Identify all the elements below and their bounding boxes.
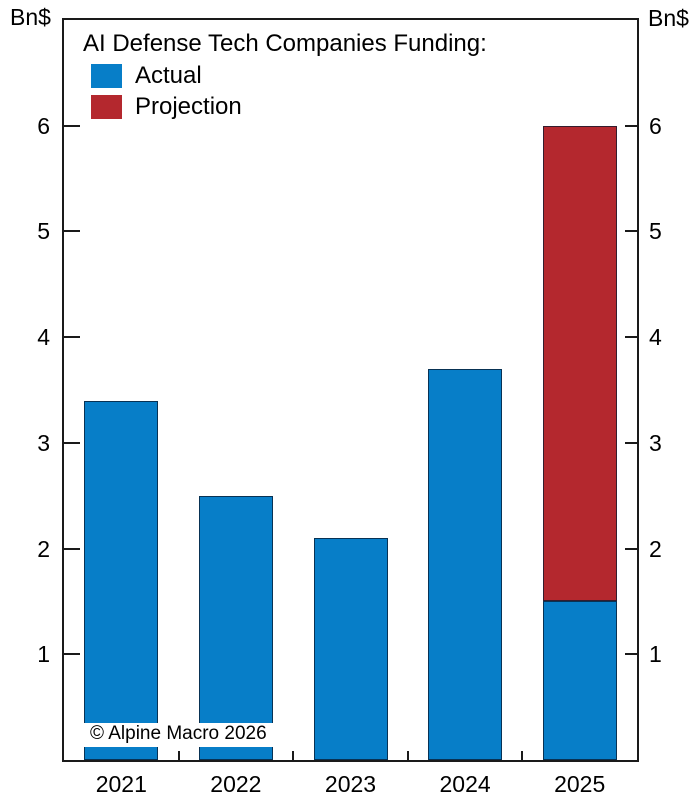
bar-segment-actual-2022 bbox=[198, 495, 273, 760]
legend-label-projection: Projection bbox=[135, 93, 242, 120]
x-tick bbox=[177, 751, 180, 760]
y-tick-label-left: 3 bbox=[37, 429, 50, 456]
legend-label-actual: Actual bbox=[135, 62, 202, 89]
y-tick-label-left: 4 bbox=[37, 324, 50, 351]
x-tick-label-2024: 2024 bbox=[439, 771, 491, 797]
y-tick-label-right: 4 bbox=[649, 324, 662, 351]
x-tick-label-2025: 2025 bbox=[554, 771, 606, 797]
y-tick-left bbox=[64, 441, 80, 444]
y-tick-label-left: 2 bbox=[37, 535, 50, 562]
bar-segment-projection-2025 bbox=[542, 125, 617, 602]
x-tick-label-2021: 2021 bbox=[95, 771, 147, 797]
y-tick-left bbox=[64, 653, 80, 656]
y-tick-label-left: 1 bbox=[37, 641, 50, 668]
bar-segment-actual-2021 bbox=[84, 400, 159, 760]
legend: AI Defense Tech Companies Funding: Actua… bbox=[83, 30, 487, 119]
y-tick-label-right: 3 bbox=[649, 429, 662, 456]
y-tick-left bbox=[64, 547, 80, 550]
y-tick-right bbox=[625, 124, 637, 127]
x-tick bbox=[406, 751, 409, 760]
x-tick-label-2023: 2023 bbox=[324, 771, 377, 797]
axis-unit-label-left: Bn$ bbox=[10, 4, 51, 30]
y-tick-left bbox=[64, 336, 80, 339]
x-tick bbox=[521, 751, 524, 760]
plot-area: AI Defense Tech Companies Funding: Actua… bbox=[62, 18, 639, 762]
y-tick-label-left: 6 bbox=[37, 112, 50, 139]
y-tick-left bbox=[64, 124, 80, 127]
y-tick-label-right: 5 bbox=[649, 218, 662, 245]
y-tick-left bbox=[64, 230, 80, 233]
bar-segment-actual-2025 bbox=[542, 601, 617, 760]
bar-segment-actual-2024 bbox=[428, 368, 503, 760]
axis-unit-label-right: Bn$ bbox=[648, 5, 689, 31]
chart-title: AI Defense Tech Companies Funding: bbox=[83, 30, 487, 57]
x-tick bbox=[292, 751, 295, 760]
legend-item-actual: Actual bbox=[91, 63, 487, 88]
y-tick-right bbox=[625, 441, 637, 444]
y-tick-label-left: 5 bbox=[37, 218, 50, 245]
x-tick-label-2022: 2022 bbox=[210, 771, 262, 797]
y-tick-label-right: 6 bbox=[649, 112, 662, 139]
y-tick-right bbox=[625, 336, 637, 339]
y-tick-right bbox=[625, 653, 637, 656]
copyright-note: © Alpine Macro 2026 bbox=[84, 723, 275, 747]
y-tick-right bbox=[625, 230, 637, 233]
legend-swatch-actual-icon bbox=[91, 63, 122, 88]
y-tick-right bbox=[625, 547, 637, 550]
legend-swatch-projection-icon bbox=[91, 94, 122, 119]
bar-segment-actual-2023 bbox=[313, 538, 388, 760]
legend-item-projection: Projection bbox=[91, 94, 487, 119]
y-tick-label-right: 2 bbox=[649, 535, 662, 562]
y-tick-label-right: 1 bbox=[649, 641, 662, 668]
